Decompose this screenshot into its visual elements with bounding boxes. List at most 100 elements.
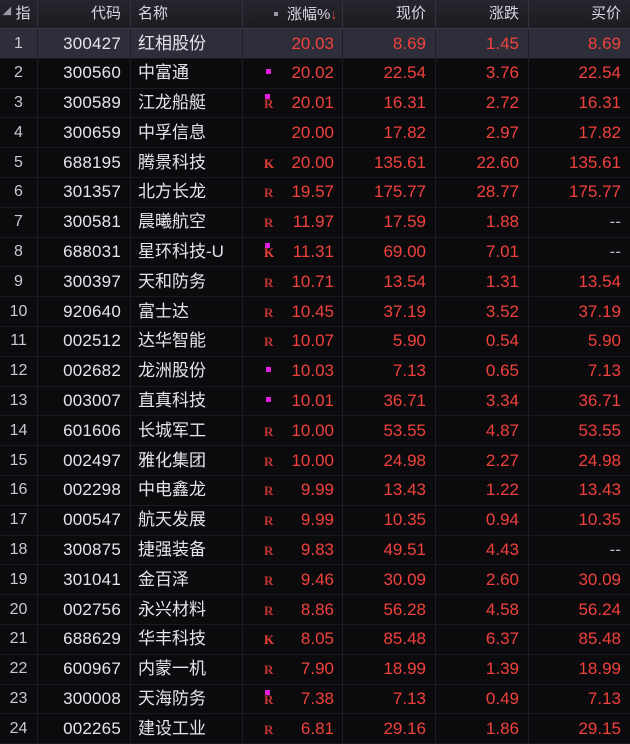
table-row[interactable]: 13 003007 直真科技 10.01 36.71 3.34 36.71 bbox=[0, 386, 630, 417]
column-header-price[interactable]: 现价 bbox=[343, 0, 436, 28]
stock-flag-cell: R bbox=[243, 505, 287, 535]
price-delta: 0.49 bbox=[436, 684, 529, 714]
table-row[interactable]: 8 688031 星环科技-U K 11.31 69.00 7.01 -- bbox=[0, 237, 630, 268]
current-price: 8.69 bbox=[343, 29, 436, 59]
change-percent: 10.01 bbox=[287, 386, 343, 416]
margin-trading-badge-icon: R bbox=[264, 602, 274, 618]
change-percent: 10.00 bbox=[287, 445, 343, 476]
sort-descending-arrow-icon[interactable]: ↓ bbox=[330, 6, 338, 22]
stock-flag-cell: R bbox=[243, 595, 287, 625]
row-index: 16 bbox=[0, 475, 38, 506]
stock-code: 300427 bbox=[38, 29, 131, 59]
change-percent: 20.01 bbox=[287, 88, 343, 118]
change-percent: 6.81 bbox=[287, 713, 343, 744]
flag-badge-group: R bbox=[264, 88, 278, 118]
table-row[interactable]: 20 002756 永兴材料 R 8.86 56.28 4.58 56.24 bbox=[0, 594, 630, 625]
change-percent: 10.03 bbox=[287, 356, 343, 387]
price-delta: 4.87 bbox=[436, 415, 529, 446]
table-row[interactable]: 23 300008 天海防务 R 7.38 7.13 0.49 7.13 bbox=[0, 684, 630, 715]
bid-price: 17.82 bbox=[578, 122, 621, 142]
bid-price: -- bbox=[609, 242, 621, 262]
stock-code: 000547 bbox=[38, 505, 131, 536]
margin-trading-badge-icon: R bbox=[264, 185, 274, 201]
margin-trading-badge-icon: R bbox=[264, 95, 274, 111]
table-row[interactable]: 4 300659 中孚信息 20.00 17.82 2.97 17.82 bbox=[0, 117, 630, 149]
row-index: 8 bbox=[0, 237, 38, 267]
column-header-change-pct[interactable]: 涨幅%↓ bbox=[287, 0, 343, 28]
table-row[interactable]: 5 688195 腾景科技 K 20.00 135.61 22.60 135.61 bbox=[0, 147, 630, 178]
stock-flag-cell: R bbox=[243, 446, 287, 476]
table-row[interactable]: 22 600967 内蒙一机 R 7.90 18.99 1.39 18.99 bbox=[0, 654, 630, 685]
row-index: 7 bbox=[0, 207, 38, 238]
stock-code: 301041 bbox=[38, 564, 131, 595]
table-row[interactable]: 21 688629 华丰科技 K 8.05 85.48 6.37 85.48 bbox=[0, 624, 630, 655]
flag-badge-group: K bbox=[264, 237, 278, 267]
table-row[interactable]: 3 300589 江龙船艇 R 20.01 16.31 2.72 16.31 bbox=[0, 88, 630, 119]
stock-name: 直真科技 bbox=[131, 386, 243, 416]
margin-dot-icon bbox=[266, 367, 271, 373]
column-header-code[interactable]: 代码 bbox=[38, 0, 131, 28]
stock-code: 002756 bbox=[38, 594, 131, 625]
sort-triangle-icon[interactable] bbox=[3, 6, 16, 20]
table-row[interactable]: 15 002497 雅化集团 R 10.00 24.98 2.27 24.98 bbox=[0, 445, 630, 476]
column-header-code-label: 代码 bbox=[90, 5, 121, 22]
price-delta: 1.39 bbox=[436, 654, 529, 685]
table-row[interactable]: 14 601606 长城军工 R 10.00 53.55 4.87 53.55 bbox=[0, 415, 630, 447]
table-row[interactable]: 6 301357 北方长龙 R 19.57 175.77 28.77 175.77 bbox=[0, 177, 630, 208]
stock-name: 星环科技-U bbox=[131, 237, 243, 267]
table-row[interactable]: 10 920640 富士达 R 10.45 37.19 3.52 37.19 bbox=[0, 296, 630, 327]
stock-name: 建设工业 bbox=[131, 713, 243, 744]
column-header-delta-label: 涨跌 bbox=[488, 5, 519, 22]
column-header-name[interactable]: 名称 bbox=[131, 0, 243, 28]
stock-code: 002298 bbox=[38, 475, 131, 506]
stock-name: 长城军工 bbox=[131, 415, 243, 446]
table-row[interactable]: 17 000547 航天发展 R 9.99 10.35 0.94 10.35 bbox=[0, 505, 630, 536]
column-header-delta[interactable]: 涨跌 bbox=[436, 0, 529, 28]
stock-code: 920640 bbox=[38, 296, 131, 327]
table-row[interactable]: 1 300427 红相股份 20.03 8.69 1.45 8.69 bbox=[0, 29, 630, 59]
stock-code: 002512 bbox=[38, 326, 131, 357]
bid-price: 175.77 bbox=[569, 182, 621, 202]
column-header-flag[interactable] bbox=[243, 0, 287, 28]
change-percent: 10.07 bbox=[287, 326, 343, 357]
margin-trading-badge-icon: R bbox=[264, 721, 274, 737]
stock-flag-cell: R bbox=[243, 654, 287, 684]
table-row[interactable]: 18 300875 捷强装备 R 9.83 49.51 4.43 -- bbox=[0, 535, 630, 566]
flag-badge-group bbox=[264, 386, 278, 416]
table-body: 1 300427 红相股份 20.03 8.69 1.45 8.69 2 300560 中富通 20… bbox=[0, 29, 630, 744]
stock-code: 688031 bbox=[38, 237, 131, 267]
current-price: 30.09 bbox=[343, 564, 436, 595]
margin-trading-badge-icon: R bbox=[264, 334, 274, 350]
table-row[interactable]: 12 002682 龙洲股份 10.03 7.13 0.65 7.13 bbox=[0, 356, 630, 387]
column-header-index[interactable]: 指 bbox=[0, 0, 38, 28]
column-header-index-label: 指 bbox=[15, 5, 31, 22]
bid-price: 13.54 bbox=[578, 271, 621, 291]
flag-badge-group: K bbox=[264, 624, 278, 654]
stock-code: 003007 bbox=[38, 386, 131, 416]
table-row[interactable]: 9 300397 天和防务 R 10.71 13.54 1.31 13.54 bbox=[0, 266, 630, 298]
column-header-bid[interactable]: 买价 bbox=[529, 0, 630, 28]
table-row[interactable]: 7 300581 晨曦航空 R 11.97 17.59 1.88 -- bbox=[0, 207, 630, 238]
table-row[interactable]: 11 002512 达华智能 R 10.07 5.90 0.54 5.90 bbox=[0, 326, 630, 357]
bid-price: 22.54 bbox=[578, 63, 621, 83]
margin-trading-badge-icon: R bbox=[264, 274, 274, 290]
price-delta: 4.43 bbox=[436, 535, 529, 565]
bid-price: 85.48 bbox=[578, 629, 621, 649]
star-market-badge-icon: K bbox=[264, 632, 275, 648]
table-row[interactable]: 16 002298 中电鑫龙 R 9.99 13.43 1.22 13.43 bbox=[0, 475, 630, 506]
change-percent: 7.38 bbox=[287, 684, 343, 714]
stock-name: 内蒙一机 bbox=[131, 654, 243, 685]
stock-flag-cell bbox=[243, 356, 287, 386]
stock-code: 002497 bbox=[38, 445, 131, 476]
table-row[interactable]: 2 300560 中富通 20.02 22.54 3.76 22.54 bbox=[0, 58, 630, 89]
stock-code: 300397 bbox=[38, 266, 131, 297]
table-row[interactable]: 19 301041 金百泽 R 9.46 30.09 2.60 30.09 bbox=[0, 564, 630, 596]
stock-code: 002265 bbox=[38, 713, 131, 744]
row-index: 1 bbox=[0, 29, 38, 59]
table-row[interactable]: 24 002265 建设工业 R 6.81 29.16 1.86 29.15 bbox=[0, 713, 630, 744]
column-header-price-label: 现价 bbox=[395, 5, 426, 22]
row-index: 18 bbox=[0, 535, 38, 565]
stock-flag-cell: R bbox=[243, 475, 287, 505]
row-index: 24 bbox=[0, 713, 38, 744]
